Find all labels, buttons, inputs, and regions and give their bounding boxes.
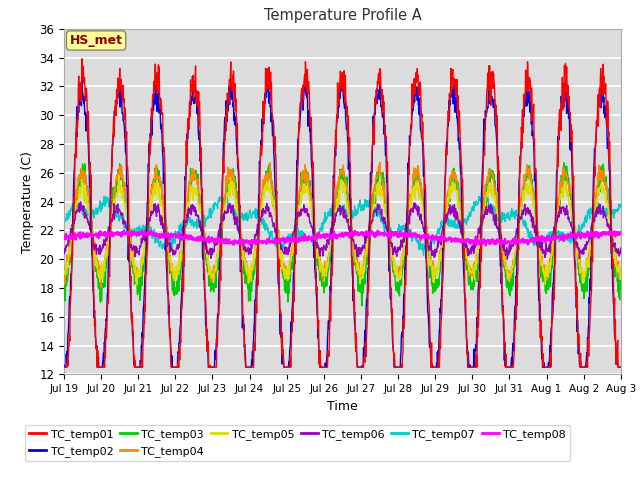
TC_temp08 xyxy=(184,237,192,242)
TC_temp03 xyxy=(551,227,559,232)
TC_temp03 xyxy=(617,286,625,292)
Line: TC_temp01: TC_temp01 xyxy=(64,59,621,367)
Line: TC_temp02: TC_temp02 xyxy=(64,76,621,367)
TC_temp07 xyxy=(247,211,255,217)
TC_temp02 xyxy=(246,364,254,370)
TC_temp01 xyxy=(78,56,86,62)
Title: Temperature Profile A: Temperature Profile A xyxy=(264,9,421,24)
TC_temp05 xyxy=(172,270,179,276)
TC_temp03 xyxy=(184,199,191,205)
TC_temp05 xyxy=(552,230,559,236)
TC_temp06 xyxy=(504,256,511,262)
TC_temp01 xyxy=(60,364,68,370)
TC_temp04 xyxy=(376,159,383,165)
TC_temp02 xyxy=(184,127,192,133)
TC_temp03 xyxy=(60,288,68,293)
TC_temp01 xyxy=(246,364,254,370)
TC_temp08 xyxy=(429,236,437,242)
TC_temp03 xyxy=(429,280,437,286)
TC_temp04 xyxy=(184,191,192,196)
TC_temp04 xyxy=(60,267,68,273)
TC_temp06 xyxy=(246,246,254,252)
TC_temp03 xyxy=(170,293,178,299)
TC_temp04 xyxy=(246,275,254,280)
TC_temp01 xyxy=(502,351,509,357)
TC_temp05 xyxy=(247,262,255,268)
TC_temp04 xyxy=(429,262,437,267)
TC_temp02 xyxy=(502,364,510,370)
TC_temp04 xyxy=(97,285,104,290)
TC_temp06 xyxy=(617,245,625,251)
TC_temp08 xyxy=(552,236,559,241)
TC_temp06 xyxy=(552,225,559,230)
TC_temp02 xyxy=(617,364,625,370)
TC_temp04 xyxy=(171,267,179,273)
TC_temp06 xyxy=(502,248,509,253)
TC_temp02 xyxy=(552,215,559,221)
TC_temp08 xyxy=(171,231,179,237)
TC_temp07 xyxy=(617,201,625,207)
TC_temp03 xyxy=(560,160,568,166)
Line: TC_temp06: TC_temp06 xyxy=(64,202,621,259)
TC_temp08 xyxy=(502,241,510,247)
TC_temp06 xyxy=(77,199,84,204)
TC_temp08 xyxy=(246,240,254,245)
TC_temp07 xyxy=(429,233,437,239)
TC_temp04 xyxy=(552,218,559,224)
TC_temp06 xyxy=(171,252,179,257)
Line: TC_temp08: TC_temp08 xyxy=(64,230,621,245)
Text: HS_met: HS_met xyxy=(70,34,123,47)
TC_temp02 xyxy=(301,73,308,79)
TC_temp07 xyxy=(552,234,559,240)
TC_temp07 xyxy=(184,213,192,219)
TC_temp01 xyxy=(429,364,437,370)
TC_temp07 xyxy=(60,219,68,225)
TC_temp02 xyxy=(429,364,437,370)
TC_temp03 xyxy=(502,271,509,277)
Legend: TC_temp01, TC_temp02, TC_temp03, TC_temp04, TC_temp05, TC_temp06, TC_temp07, TC_: TC_temp01, TC_temp02, TC_temp03, TC_temp… xyxy=(25,425,570,461)
Line: TC_temp07: TC_temp07 xyxy=(64,194,621,257)
TC_temp05 xyxy=(185,201,193,207)
TC_temp05 xyxy=(502,266,510,272)
TC_temp05 xyxy=(429,264,437,269)
TC_temp01 xyxy=(184,118,192,124)
TC_temp02 xyxy=(61,364,68,370)
TC_temp07 xyxy=(164,254,172,260)
TC_temp02 xyxy=(60,362,68,368)
TC_temp08 xyxy=(60,234,68,240)
TC_temp02 xyxy=(171,364,179,370)
TC_temp03 xyxy=(246,284,254,290)
TC_temp04 xyxy=(502,267,510,273)
Line: TC_temp04: TC_temp04 xyxy=(64,162,621,288)
TC_temp01 xyxy=(551,253,559,259)
TC_temp05 xyxy=(617,275,625,280)
TC_temp05 xyxy=(115,173,123,179)
TC_temp06 xyxy=(60,250,68,255)
TC_temp06 xyxy=(184,215,192,220)
TC_temp05 xyxy=(133,282,141,288)
TC_temp07 xyxy=(502,215,510,221)
Y-axis label: Temperature (C): Temperature (C) xyxy=(20,151,34,252)
TC_temp01 xyxy=(171,364,179,370)
TC_temp01 xyxy=(617,364,625,370)
TC_temp05 xyxy=(60,271,68,277)
TC_temp07 xyxy=(171,240,179,246)
Line: TC_temp03: TC_temp03 xyxy=(64,163,621,306)
Line: TC_temp05: TC_temp05 xyxy=(64,176,621,285)
TC_temp04 xyxy=(617,266,625,272)
TC_temp08 xyxy=(482,242,490,248)
TC_temp08 xyxy=(120,228,128,233)
TC_temp08 xyxy=(617,229,625,235)
TC_temp07 xyxy=(223,191,231,197)
X-axis label: Time: Time xyxy=(327,400,358,413)
TC_temp06 xyxy=(429,250,437,255)
TC_temp03 xyxy=(358,303,366,309)
